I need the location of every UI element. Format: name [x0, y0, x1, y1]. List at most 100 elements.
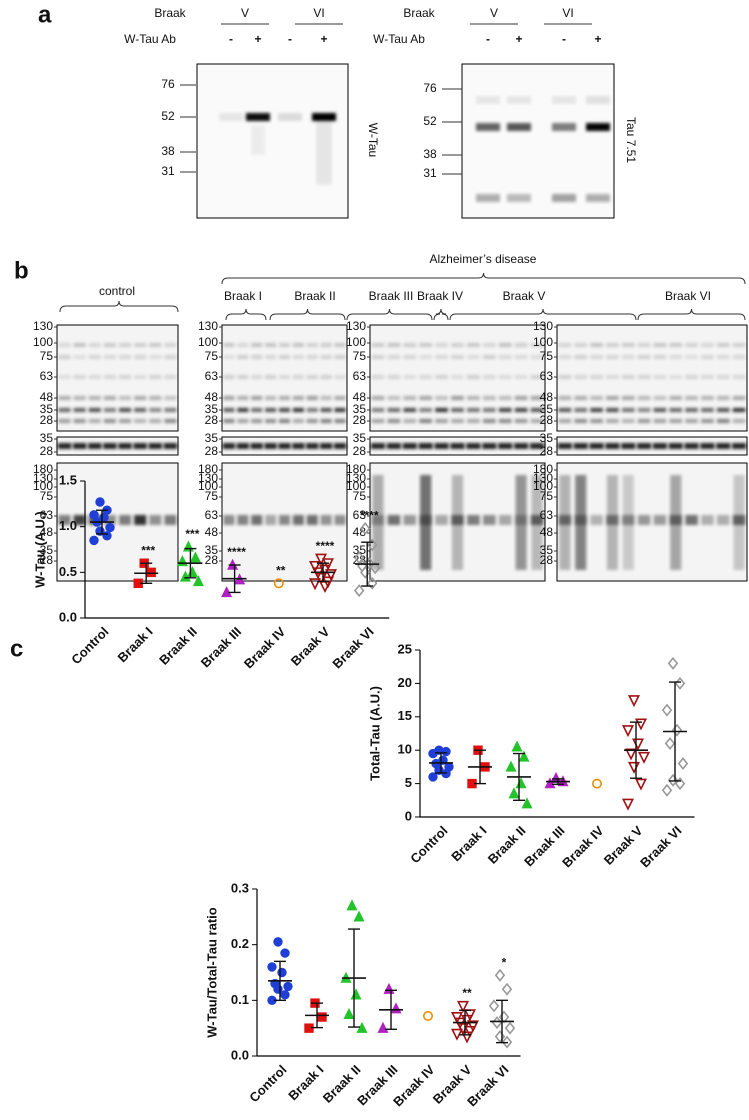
blot-band [701, 355, 714, 359]
blot-band [621, 375, 635, 379]
blot-band [164, 408, 177, 412]
marker-label: 35 [205, 543, 219, 557]
blot-band [73, 408, 86, 412]
blot-band [419, 419, 433, 423]
treatment-label: - [229, 32, 233, 46]
blot-band [558, 343, 572, 347]
y-tick-label: 25 [398, 641, 412, 656]
data-point [390, 1002, 402, 1014]
braak-label: Braak [403, 6, 435, 20]
data-point [267, 962, 277, 972]
marker-label: 130 [533, 471, 553, 485]
data-point [457, 1000, 469, 1013]
marker-label: 180 [198, 462, 218, 476]
data-point [277, 967, 287, 978]
bracket [433, 308, 449, 321]
marker-label: 100 [198, 335, 218, 349]
marker-label: 180 [533, 462, 553, 476]
blot-band [701, 375, 714, 379]
blot-band [265, 343, 277, 347]
blot-band [164, 355, 177, 359]
marker-label: 28 [40, 413, 54, 427]
blot-band [685, 343, 698, 347]
data-point [635, 778, 647, 791]
blot-band [149, 515, 162, 525]
data-point [422, 1010, 433, 1021]
blot-band [103, 355, 116, 359]
blot-band [476, 96, 500, 104]
marker-label: 28 [40, 444, 54, 458]
blot-band [251, 419, 263, 423]
blot-band [292, 396, 304, 400]
blot-band [637, 515, 651, 525]
y-tick-label: 0.3 [231, 880, 249, 895]
stage-label: V [241, 6, 249, 20]
x-tick-label: Braak IV [390, 1062, 438, 1110]
marker-label: 28 [40, 553, 54, 567]
blot-band [134, 419, 147, 423]
blot-band [606, 355, 619, 359]
blot-band [88, 419, 101, 423]
blot-band [320, 343, 332, 347]
data-point [664, 737, 676, 750]
blot-band [685, 355, 698, 359]
blot-band [333, 443, 347, 449]
data-point [105, 522, 115, 533]
blot-smear [372, 475, 384, 570]
blot-band [435, 375, 448, 379]
data-point [377, 1021, 389, 1033]
blot-band [530, 355, 544, 359]
data-point [383, 982, 395, 994]
blot-band [498, 443, 513, 449]
data-point [501, 982, 513, 996]
blot-band [514, 355, 528, 359]
blot-band [88, 408, 101, 412]
blot-band [119, 396, 132, 400]
blot-band [451, 419, 464, 423]
marker-label: 48 [353, 390, 367, 404]
data-point [280, 990, 290, 1000]
blot-band [637, 343, 651, 347]
blot-band [387, 355, 401, 359]
blot-band [482, 515, 496, 525]
blot-band [558, 355, 572, 359]
blot-band [558, 375, 572, 379]
blot-band [387, 375, 401, 379]
marker-label: 75 [353, 349, 367, 363]
blot-band [371, 355, 385, 359]
y-tick-label: 1.0 [59, 518, 77, 533]
blot-band [606, 419, 619, 423]
data-point [622, 725, 634, 738]
blot-band [306, 408, 318, 412]
data-point [498, 1010, 510, 1024]
data-point [343, 1007, 355, 1019]
blot-band [435, 419, 448, 423]
blot-band [403, 396, 417, 400]
x-tick-label: Braak VI [464, 1062, 511, 1109]
blot-band [88, 343, 101, 347]
blot-band [223, 343, 235, 347]
data-point [511, 740, 523, 752]
blot-band [246, 113, 270, 121]
marker-label: 28 [205, 413, 219, 427]
x-tick-label: Braak VI [329, 624, 376, 671]
bracket [59, 300, 179, 313]
blot-band [590, 419, 603, 423]
data-point [501, 1035, 513, 1049]
blot-band [292, 375, 304, 379]
data-point [671, 723, 683, 737]
y-tick-label: 15 [398, 708, 412, 723]
data-point [369, 561, 381, 575]
data-point [508, 787, 520, 799]
data-point [625, 748, 637, 761]
data-point [661, 703, 673, 717]
blot-band [435, 343, 448, 347]
data-point [353, 910, 365, 922]
data-point [280, 948, 290, 958]
significance: ** [462, 986, 472, 1000]
data-point [515, 777, 527, 789]
antibody-label: W-Tau Ab [124, 32, 176, 46]
blot-band [278, 343, 291, 347]
blot-band [164, 396, 177, 400]
data-point [353, 584, 365, 598]
